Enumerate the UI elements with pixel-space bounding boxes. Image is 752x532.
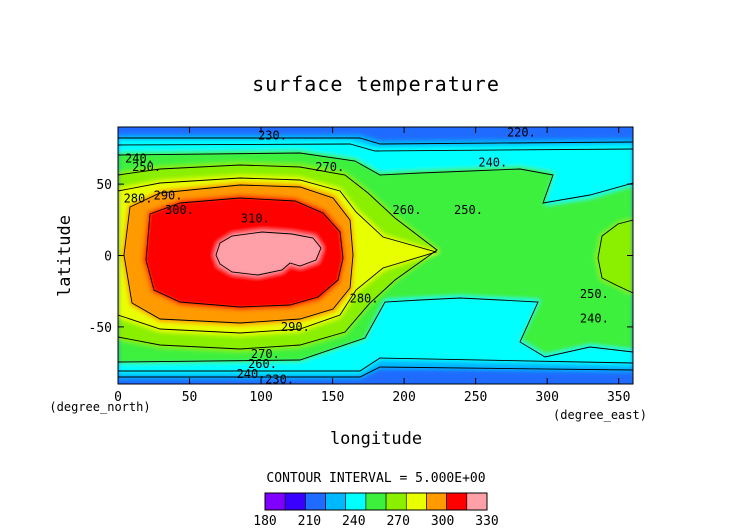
- colorbar-swatch: [345, 492, 367, 511]
- contour-label: 220.: [507, 126, 536, 140]
- contour-label: 260.: [393, 203, 422, 217]
- axes: 0 50 100 150 200 250 300 350 50 0 -50: [89, 127, 633, 405]
- contour-label: 270.: [315, 160, 344, 174]
- contour-label: 250.: [454, 203, 483, 217]
- contour-label: 250.: [580, 287, 609, 301]
- colorbar-swatch: [264, 492, 286, 511]
- colorbar-swatch: [405, 492, 427, 511]
- colorbar-tick-label: 240: [342, 514, 365, 529]
- colorbar-swatch: [305, 492, 326, 511]
- contour-labels: 230. 220.240.240.250. 270.280. 290.300.310.…: [124, 126, 609, 387]
- chart-title: surface temperature: [252, 72, 500, 96]
- colorbar-swatch: [284, 492, 306, 511]
- x-tick-label: 150: [321, 390, 344, 405]
- colorbar: 180 210 240 270 300 330: [253, 492, 499, 529]
- contour-label: 260.: [248, 357, 277, 371]
- contour-label: 270.: [251, 347, 280, 361]
- contour-label: 310.: [241, 211, 270, 225]
- x-tick-label: 300: [535, 390, 558, 405]
- x-tick-label: 200: [392, 390, 415, 405]
- x-axis-title: longitude: [330, 429, 422, 449]
- band-east-patch: [595, 218, 633, 295]
- contour-label: 300.: [165, 203, 194, 217]
- colorbar-swatch: [385, 492, 407, 511]
- colorbar-swatch: [365, 492, 387, 511]
- y-tick-label: -50: [89, 321, 112, 336]
- colorbar-frame: [264, 492, 488, 511]
- plot-area: 230. 220.240.240.250. 270.280. 290.300.310.…: [118, 126, 633, 387]
- x-tick-label: 50: [182, 390, 198, 405]
- x-tick-label: 350: [607, 390, 630, 405]
- contour-label: 280.: [124, 191, 153, 205]
- y-tick-label: 0: [104, 250, 112, 265]
- colorbar-tick-label: 180: [253, 514, 276, 529]
- contour-label: 240.: [125, 151, 154, 165]
- colorbar-swatch: [466, 492, 488, 511]
- contour-label: 240.: [580, 311, 609, 325]
- colorbar-tick-label: 270: [386, 514, 409, 529]
- y-tick-label: 50: [96, 178, 112, 193]
- colorbar-swatch: [325, 492, 347, 511]
- band-330-plus: [214, 230, 323, 277]
- contour-label: 290.: [281, 320, 310, 334]
- colorbar-tick-label: 210: [298, 514, 321, 529]
- colorbar-tick-label: 300: [431, 514, 454, 529]
- contour-label: 250.: [132, 160, 161, 174]
- contour-label: 230.: [258, 129, 287, 143]
- contour-label: 280.: [350, 291, 379, 305]
- x-tick-label: 100: [249, 390, 272, 405]
- colorbar-swatch: [446, 492, 468, 511]
- contour-interval-label: CONTOUR INTERVAL = 5.000E+00: [266, 471, 485, 486]
- contour-label: 240.: [237, 367, 266, 381]
- contour-label: 290.: [154, 189, 183, 203]
- x-tick-label: 250: [464, 390, 487, 405]
- y-unit-label: (degree_north): [49, 400, 150, 414]
- colorbar-tick-label: 330: [475, 514, 498, 529]
- contour-label: 240.: [478, 156, 507, 170]
- y-axis-title: latitude: [55, 215, 75, 297]
- x-tick-label: 0: [114, 390, 122, 405]
- colorbar-swatch: [426, 492, 447, 511]
- x-unit-label: (degree_east): [553, 408, 647, 422]
- contour-lines: [118, 137, 633, 378]
- contour-label: 230.: [265, 373, 294, 387]
